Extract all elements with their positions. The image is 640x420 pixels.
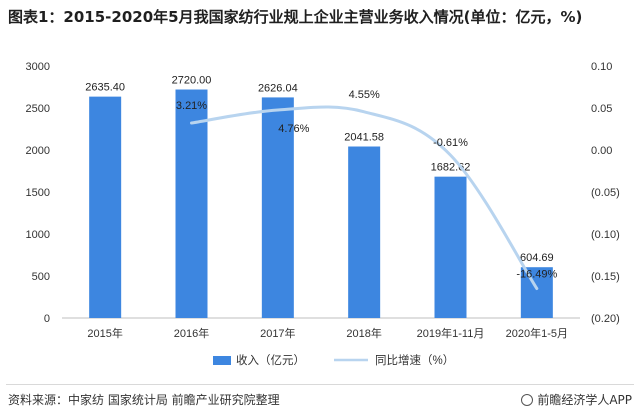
revenue-bar <box>89 96 122 318</box>
x-tick-label: 2016年 <box>174 326 209 340</box>
left-tick-label: 1500 <box>26 187 50 199</box>
revenue-value-label: 2720.00 <box>172 75 212 87</box>
growth-value-label: 4.76% <box>278 123 309 135</box>
left-axis-ticks: 0 500 1000 1500 2000 2500 3000 <box>26 61 50 325</box>
revenue-growth-chart: 0 500 1000 1500 2000 2500 3000 0.10 0.05 0.00 (0.… <box>26 61 620 367</box>
revenue-bar <box>434 176 467 318</box>
x-tick-label: 2018年 <box>346 326 381 340</box>
source-note: 资料来源：中家纺 国家统计局 前瞻产业研究院整理 <box>8 393 280 407</box>
x-tick-label: 2017年 <box>260 326 295 340</box>
growth-line <box>190 105 539 291</box>
left-tick-label: 2000 <box>26 145 50 157</box>
revenue-bars <box>89 89 553 319</box>
x-axis-ticks: 2015年 2016年 2017年 2018年 2019年1-11月 2020年1-5月 <box>87 326 568 340</box>
growth-value-label: -0.61% <box>433 137 468 149</box>
right-tick-label: 0.05 <box>591 103 612 115</box>
revenue-bar <box>175 89 208 319</box>
left-tick-label: 500 <box>32 271 50 283</box>
legend-label-growth: 同比增速（%） <box>375 353 454 367</box>
right-tick-label: 0.10 <box>591 61 612 73</box>
revenue-value-labels: 2635.402720.002626.042041.581682.62604.6… <box>85 75 553 265</box>
left-tick-label: 1000 <box>26 229 50 241</box>
left-tick-label: 0 <box>44 313 50 325</box>
x-tick-label: 2020年1-5月 <box>506 326 568 340</box>
revenue-value-label: 2041.58 <box>344 132 384 144</box>
revenue-bar <box>261 97 294 318</box>
x-tick-label: 2015年 <box>87 326 122 340</box>
right-tick-label: (0.10) <box>591 229 620 241</box>
right-tick-label: (0.20) <box>591 313 620 325</box>
right-axis-ticks: 0.10 0.05 0.00 (0.05) (0.10) (0.15) (0.20) <box>591 61 620 325</box>
right-tick-label: (0.05) <box>591 187 620 199</box>
revenue-value-label: 2626.04 <box>258 82 298 94</box>
right-tick-label: 0.00 <box>591 145 612 157</box>
brand-logo-icon <box>521 393 534 406</box>
revenue-value-label: 2635.40 <box>85 82 125 94</box>
growth-value-label: 3.21% <box>176 100 207 112</box>
footer-divider <box>6 384 634 385</box>
left-tick-label: 2500 <box>26 103 50 115</box>
growth-line-layer: 3.21% 4.76% 4.55% -0.61% -16.49% <box>176 89 558 291</box>
legend-swatch-revenue <box>213 356 231 365</box>
left-tick-label: 3000 <box>26 61 50 73</box>
chart-legend: 收入（亿元） 同比增速（%） <box>213 353 454 367</box>
brand-mark: 前瞻经济学人APP <box>521 391 632 408</box>
growth-value-label: 4.55% <box>349 89 380 101</box>
revenue-bar <box>348 146 381 318</box>
growth-value-label: -16.49% <box>516 269 557 281</box>
revenue-value-label: 604.69 <box>520 252 554 264</box>
right-tick-label: (0.15) <box>591 271 620 283</box>
chart-title: 图表1：2015-2020年5月我国家纺行业规上企业主营业务收入情况(单位：亿元… <box>8 8 583 26</box>
x-tick-label: 2019年1-11月 <box>417 326 485 340</box>
revenue-bar <box>520 267 553 318</box>
brand-label: 前瞻经济学人APP <box>537 393 632 407</box>
legend-label-revenue: 收入（亿元） <box>236 353 305 367</box>
